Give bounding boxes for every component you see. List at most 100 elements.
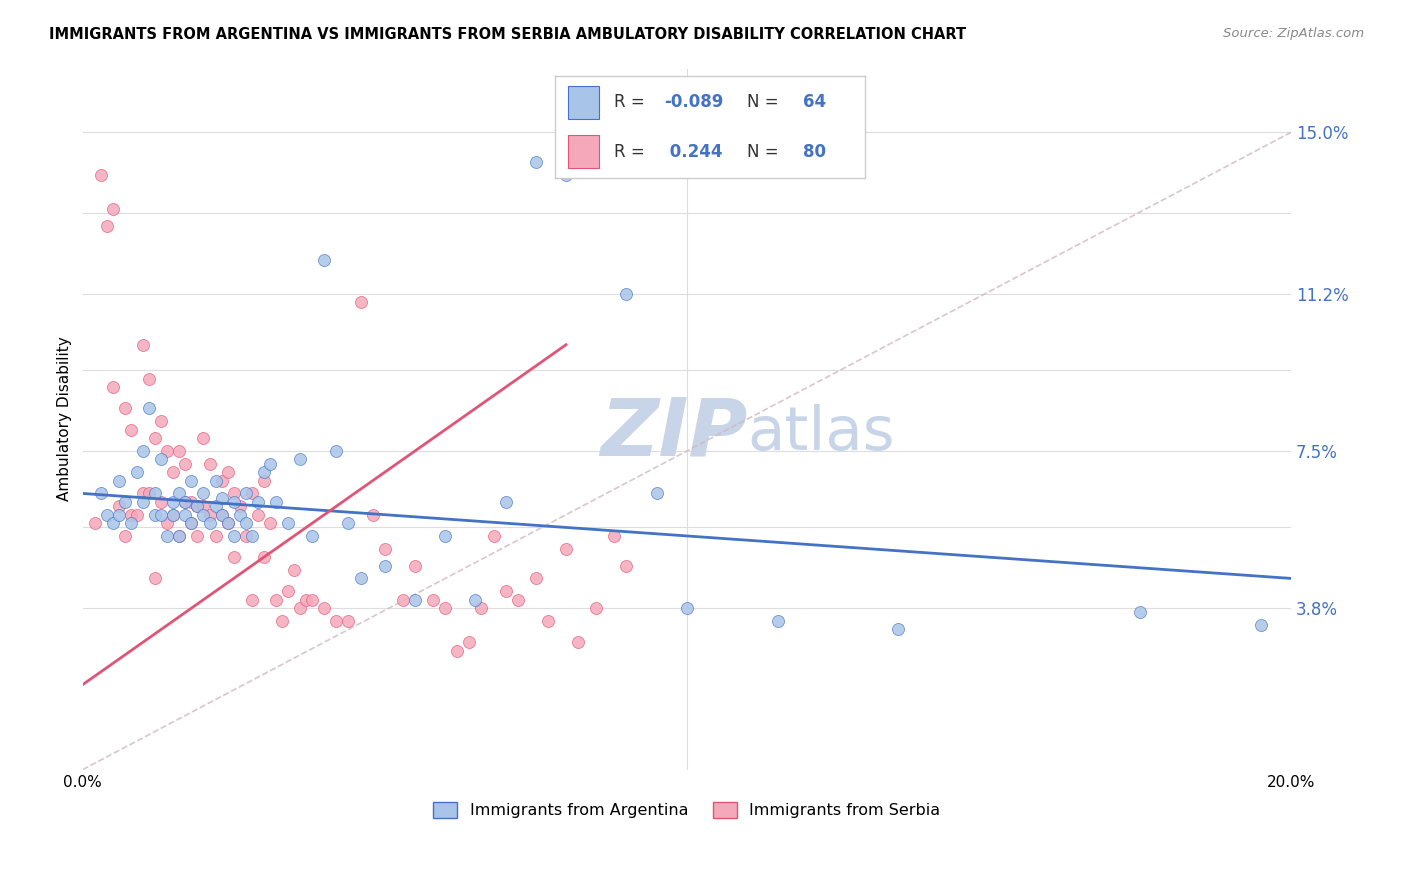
Point [361, 508, 384, 522]
Point [186, 499, 208, 513]
Point [162, 495, 184, 509]
Point [204, 529, 226, 543]
Point [211, 508, 233, 522]
Point [288, 452, 311, 467]
Point [585, 601, 607, 615]
FancyBboxPatch shape [568, 136, 599, 168]
Text: R =: R = [614, 143, 650, 161]
Text: ZIP: ZIP [600, 394, 748, 472]
Point [235, 529, 257, 543]
Point [349, 295, 371, 310]
Point [193, 431, 215, 445]
Point [264, 592, 287, 607]
Point [392, 592, 415, 607]
Point [138, 372, 160, 386]
Text: N =: N = [747, 143, 785, 161]
Point [301, 529, 323, 543]
Point [174, 508, 197, 522]
Point [150, 495, 173, 509]
Point [240, 486, 263, 500]
Point [264, 495, 287, 509]
Point [404, 558, 426, 573]
Point [616, 286, 638, 301]
Point [277, 516, 299, 531]
Point [180, 516, 202, 531]
Point [567, 635, 589, 649]
Point [325, 614, 347, 628]
Text: 0.244: 0.244 [664, 143, 723, 161]
Point [120, 508, 142, 522]
Point [603, 529, 626, 543]
Point [186, 499, 208, 513]
Point [101, 516, 124, 531]
Point [193, 499, 215, 513]
Point [186, 529, 208, 543]
Point [198, 457, 221, 471]
Point [222, 529, 245, 543]
Point [169, 486, 191, 500]
Point [90, 486, 112, 500]
Point [283, 563, 305, 577]
Point [174, 457, 197, 471]
Point [108, 499, 131, 513]
Point [235, 516, 257, 531]
Point [422, 592, 444, 607]
Point [174, 495, 197, 509]
Point [222, 495, 245, 509]
Point [162, 465, 184, 479]
Point [132, 486, 155, 500]
Point [295, 592, 318, 607]
Point [676, 601, 699, 615]
Point [108, 474, 131, 488]
Point [482, 529, 505, 543]
Point [156, 529, 179, 543]
Point [132, 495, 155, 509]
Point [228, 499, 250, 513]
Point [143, 431, 166, 445]
Point [288, 601, 311, 615]
Point [374, 558, 396, 573]
Point [96, 508, 118, 522]
Point [277, 584, 299, 599]
Point [90, 168, 112, 182]
Point [143, 486, 166, 500]
Point [120, 423, 142, 437]
Point [156, 516, 179, 531]
Text: 64: 64 [803, 94, 825, 112]
Point [217, 516, 239, 531]
Point [495, 495, 517, 509]
Point [464, 592, 486, 607]
Point [246, 508, 269, 522]
Point [114, 495, 136, 509]
Point [96, 219, 118, 233]
Point [246, 495, 269, 509]
Point [211, 508, 233, 522]
Point [1250, 618, 1272, 632]
Point [180, 495, 202, 509]
Point [325, 444, 347, 458]
Point [349, 571, 371, 585]
Point [193, 486, 215, 500]
Point [314, 252, 336, 267]
Point [458, 635, 481, 649]
Point [253, 474, 276, 488]
Point [143, 508, 166, 522]
Point [555, 168, 578, 182]
Point [125, 465, 148, 479]
Point [162, 508, 184, 522]
Point [337, 614, 360, 628]
Point [114, 401, 136, 416]
Point [506, 592, 529, 607]
Point [555, 541, 578, 556]
Point [132, 444, 155, 458]
Point [301, 592, 323, 607]
Point [169, 529, 191, 543]
Point [271, 614, 294, 628]
Point [240, 529, 263, 543]
Point [470, 601, 492, 615]
Text: IMMIGRANTS FROM ARGENTINA VS IMMIGRANTS FROM SERBIA AMBULATORY DISABILITY CORREL: IMMIGRANTS FROM ARGENTINA VS IMMIGRANTS … [49, 27, 966, 42]
Point [114, 529, 136, 543]
Point [253, 465, 276, 479]
Point [169, 444, 191, 458]
Point [217, 516, 239, 531]
